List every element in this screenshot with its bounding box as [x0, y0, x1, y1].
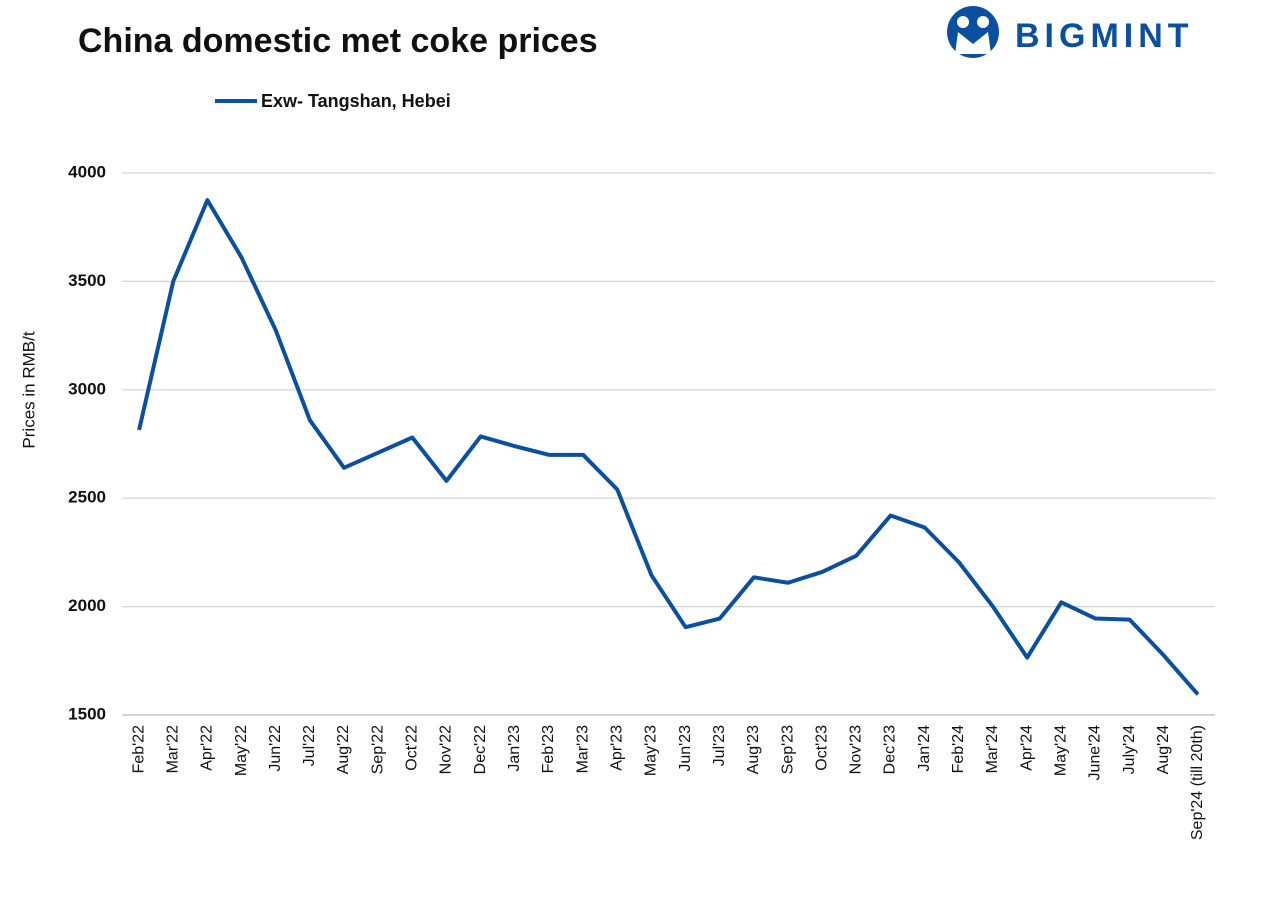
- data-line: [137, 198, 1200, 696]
- x-tick-label: Nov'22: [438, 725, 455, 774]
- x-tick-label: May'23: [643, 725, 660, 776]
- x-tick-label: May'22: [233, 725, 250, 776]
- x-tick-label: Oct'22: [404, 725, 421, 771]
- x-tick-label: June'24: [1087, 725, 1104, 781]
- x-tick-label: Sep'24 (till 20th): [1189, 725, 1206, 840]
- x-tick-label: Dec'23: [882, 725, 899, 774]
- x-tick-label: Oct'23: [813, 725, 830, 771]
- x-tick-label: Apr'23: [608, 725, 625, 771]
- y-tick-label: 3000: [68, 379, 106, 398]
- x-tick-label: Feb'23: [540, 725, 557, 774]
- y-tick-label: 3500: [68, 271, 106, 290]
- x-tick-label: Feb'22: [130, 725, 147, 774]
- x-tick-label: Jan'23: [506, 725, 523, 772]
- y-tick-label: 4000: [68, 162, 106, 181]
- x-tick-label: Mar'23: [574, 725, 591, 774]
- x-tick-label: Apr'24: [1018, 725, 1035, 771]
- y-tick-label: 2000: [68, 596, 106, 615]
- x-tick-label: Nov'23: [848, 725, 865, 774]
- y-axis-label: Prices in RMB/t: [19, 331, 38, 448]
- x-tick-label: Jan'24: [916, 725, 933, 772]
- x-tick-label: Aug'23: [745, 725, 762, 774]
- x-tick-label: Sep'22: [369, 725, 386, 774]
- brand: BIGMINT: [1015, 17, 1194, 55]
- x-tick-label: Aug'24: [1155, 725, 1172, 774]
- x-tick-label: May'24: [1053, 725, 1070, 776]
- x-tick-label: Jul'22: [301, 725, 318, 766]
- y-tick-label: 2500: [68, 488, 106, 507]
- x-tick-label: Mar'22: [164, 725, 181, 774]
- chart-title: China domestic met coke prices: [78, 22, 598, 60]
- x-tick-label: Dec'22: [472, 725, 489, 774]
- x-tick-label: Aug'22: [335, 725, 352, 774]
- x-tick-label: Jul'23: [711, 725, 728, 766]
- y-tick-label: 1500: [68, 704, 106, 723]
- logo-icon: [947, 6, 999, 58]
- x-tick-label: July'24: [1121, 725, 1138, 774]
- x-tick-label: Jun'22: [267, 725, 284, 772]
- x-tick-label: Mar'24: [984, 725, 1001, 774]
- x-tick-label: Feb'24: [950, 725, 967, 774]
- x-tick-label: Sep'23: [779, 725, 796, 774]
- x-tick-label: Apr'22: [199, 725, 216, 771]
- legend-label: Exw- Tangshan, Hebei: [261, 91, 451, 111]
- x-tick-label: Jun'23: [677, 725, 694, 772]
